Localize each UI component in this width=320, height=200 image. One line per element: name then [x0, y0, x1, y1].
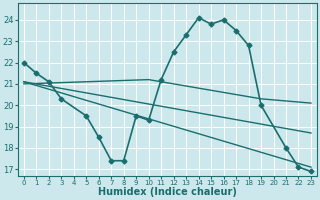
X-axis label: Humidex (Indice chaleur): Humidex (Indice chaleur): [98, 187, 237, 197]
